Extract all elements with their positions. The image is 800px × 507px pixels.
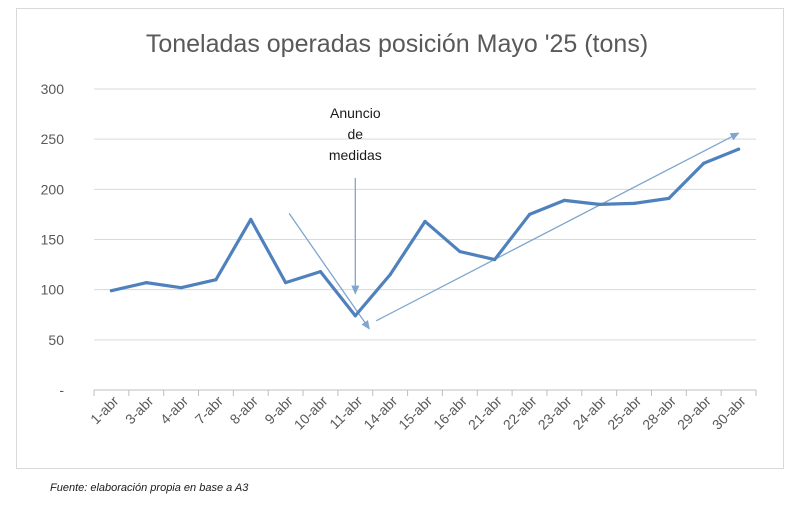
data-point [388, 273, 392, 277]
data-point [667, 196, 671, 200]
x-tick-label: 10-abr [291, 393, 331, 433]
data-point [597, 202, 601, 206]
x-tick-label: 7-abr [192, 393, 227, 428]
series-line [109, 147, 741, 318]
data-point [458, 249, 462, 254]
annotation-text: de [348, 126, 364, 142]
data-point [562, 198, 566, 202]
x-tick-label: 4-abr [157, 393, 192, 428]
y-tick-label: 300 [41, 81, 65, 97]
x-tick-label: 24-abr [569, 393, 609, 433]
data-point [284, 281, 288, 285]
annotation-text: medidas [329, 147, 382, 163]
data-point [109, 289, 114, 293]
data-point [423, 219, 427, 224]
x-tick-label: 22-abr [500, 393, 540, 433]
data-point [144, 281, 148, 285]
x-tick-label: 30-abr [709, 393, 749, 433]
x-tick-label: 23-abr [535, 393, 575, 433]
line-chart: Toneladas operadas posición Mayo '25 (to… [41, 30, 757, 433]
data-point [179, 286, 183, 290]
x-tick-label: 8-abr [226, 393, 261, 428]
x-tick-label: 25-abr [604, 393, 644, 433]
chart-frame [16, 8, 784, 469]
y-tick-label: 150 [41, 232, 65, 248]
data-point [318, 270, 323, 274]
x-tick-label: 11-abr [326, 393, 365, 432]
trend-arrow [288, 213, 370, 330]
data-point [214, 278, 218, 282]
y-tick-label: 100 [41, 282, 65, 298]
x-tick-label: 15-abr [395, 393, 435, 433]
source-note: Fuente: elaboración propia en base a A3 [50, 482, 249, 494]
data-point [527, 212, 532, 217]
x-tick-label: 1-abr [87, 393, 122, 428]
chart-title: Toneladas operadas posición Mayo '25 (to… [146, 30, 648, 58]
data-point [249, 217, 253, 222]
data-point [702, 161, 706, 165]
data-point [736, 147, 741, 151]
y-tick-label: 50 [48, 332, 64, 348]
data-point [632, 201, 636, 205]
data-point [493, 257, 497, 262]
x-tick-label: 16-abr [430, 393, 470, 433]
x-tick-label: 28-abr [639, 393, 679, 433]
x-tick-label: 3-abr [122, 393, 157, 428]
y-tick-label: 250 [41, 131, 65, 147]
y-tick-label: 200 [41, 181, 65, 197]
x-tick-label: 14-abr [360, 393, 400, 433]
data-point [353, 314, 357, 318]
trend-arrow [375, 132, 740, 322]
x-tick-label: 21-abr [465, 393, 505, 433]
x-tick-label: 29-abr [674, 393, 714, 433]
annotation-text: Anuncio [330, 105, 381, 121]
y-tick-label: - [59, 382, 64, 398]
